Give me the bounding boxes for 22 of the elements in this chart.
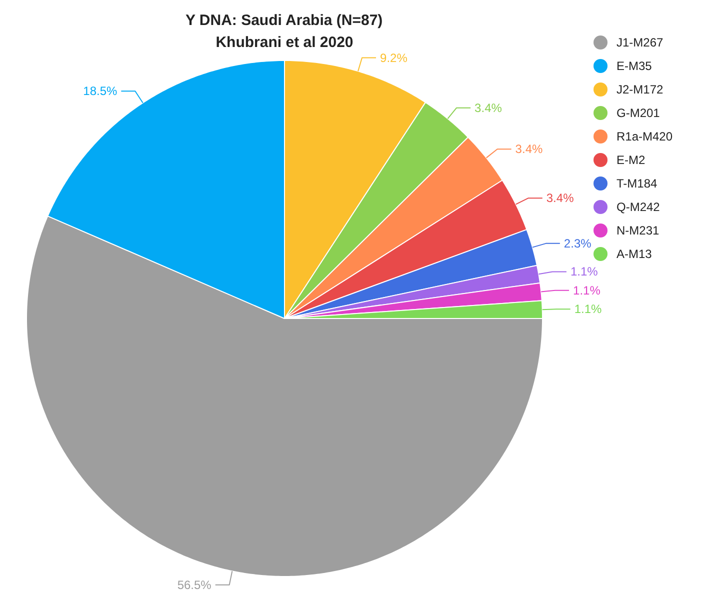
data-label: 1.1% xyxy=(570,264,598,279)
legend-label: T-M184 xyxy=(616,176,658,190)
legend-label: N-M231 xyxy=(616,224,660,238)
data-label: 1.1% xyxy=(574,302,602,316)
legend-label: Q-M242 xyxy=(616,200,660,214)
legend-label: A-M13 xyxy=(616,247,652,261)
legend-label: J2-M172 xyxy=(616,82,664,96)
data-label: 3.4% xyxy=(546,191,574,206)
data-label: 3.4% xyxy=(474,100,502,115)
legend-label: E-M2 xyxy=(616,153,646,167)
data-label: 9.2% xyxy=(380,50,408,65)
data-label: 1.1% xyxy=(573,283,601,298)
legend-label: E-M35 xyxy=(616,59,652,73)
data-label: 2.3% xyxy=(564,236,592,250)
legend-label: R1a-M420 xyxy=(616,130,673,144)
legend-label: G-M201 xyxy=(616,106,660,120)
data-label: 18.5% xyxy=(83,84,118,98)
legend-label: J1-M267 xyxy=(616,36,664,50)
chart-title: Y DNA: Saudi Arabia (N=87) xyxy=(186,12,383,29)
data-label: 56.5% xyxy=(177,578,212,592)
data-label: 3.4% xyxy=(515,142,543,156)
chart-subtitle: Khubrani et al 2020 xyxy=(216,34,354,51)
